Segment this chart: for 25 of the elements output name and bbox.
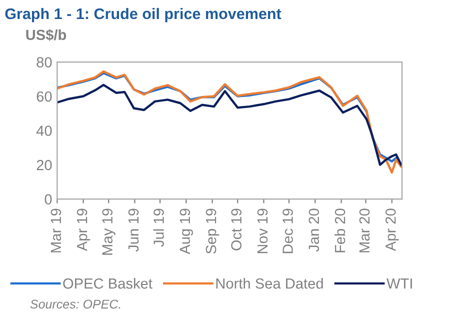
chart-title: Graph 1 - 1: Crude oil price movement <box>5 8 282 22</box>
source-note: Sources: OPEC. <box>30 300 120 309</box>
y-tick-label: 60 <box>36 91 52 102</box>
x-tick-label: Feb 20 <box>334 208 346 252</box>
x-tick-label: Mar 20 <box>359 208 370 252</box>
legend-label: OPEC Basket <box>63 278 152 289</box>
y-tick-label: 20 <box>36 160 52 170</box>
y-tick-label: 0 <box>44 194 52 204</box>
x-tick-label: Nov 19 <box>257 208 268 254</box>
x-tick-label: Aug 19 <box>180 208 193 254</box>
x-tick-label: Oct 19 <box>231 208 242 250</box>
x-tick-label: Mar 19 <box>50 208 62 252</box>
x-tick-label: Jun 19 <box>128 208 139 252</box>
x-tick-label: May 19 <box>102 208 116 255</box>
x-tick-label: Sep 19 <box>206 208 220 254</box>
x-tick-label: Jul 19 <box>153 208 164 247</box>
x-tick-label: Jan 20 <box>308 208 320 252</box>
x-tick-label: Dec 19 <box>282 208 293 254</box>
legend-label: North Sea Dated <box>216 278 323 289</box>
y-tick-label: 40 <box>36 126 52 136</box>
x-tick-label: Apr 19 <box>76 208 90 252</box>
legend-label: WTI <box>386 278 412 289</box>
y-axis-title: US$/b <box>26 29 66 41</box>
x-tick-label: Apr 20 <box>385 208 399 252</box>
y-tick-label: 80 <box>36 57 52 68</box>
